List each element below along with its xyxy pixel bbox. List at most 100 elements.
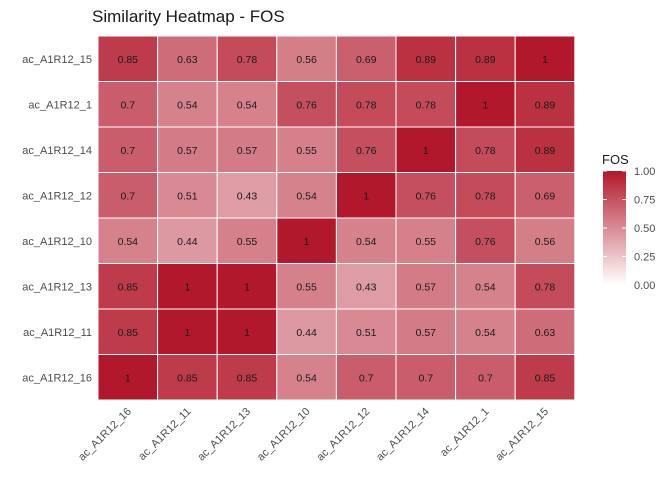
- y-tick-label: ac_A1R12_1: [28, 99, 92, 111]
- heatmap-cell: [514, 308, 576, 355]
- heatmap-cell: [97, 308, 159, 355]
- heatmap-cell: [97, 126, 159, 173]
- cell-value-label: 0.54: [177, 99, 198, 111]
- legend-tick-label: 0.75: [634, 195, 655, 207]
- cell-value-label: 0.85: [237, 372, 258, 384]
- cell-value-label: 0.89: [535, 145, 556, 157]
- heatmap-cell: [455, 308, 516, 355]
- legend-tick-label: 0.50: [634, 223, 655, 235]
- heatmap-cell: [395, 308, 457, 355]
- heatmap-cell: [455, 172, 516, 219]
- cell-value-label: 1: [184, 281, 190, 293]
- cell-value-label: 0.89: [416, 54, 437, 66]
- cell-value-label: 0.63: [535, 327, 556, 339]
- heatmap-cell: [514, 217, 576, 264]
- heatmap-cell: [157, 81, 218, 128]
- y-tick-label: ac_A1R12_14: [22, 145, 92, 157]
- cell-value-label: 0.85: [118, 54, 139, 66]
- cell-value-label: 1: [244, 327, 250, 339]
- heatmap-cell: [395, 81, 457, 128]
- cell-value-label: 0.7: [418, 372, 433, 384]
- cell-value-label: 0.56: [296, 54, 317, 66]
- cell-value-label: 0.55: [296, 145, 317, 157]
- cell-value-label: 0.69: [535, 190, 556, 202]
- cell-value-label: 0.78: [356, 99, 377, 111]
- cell-value-label: 0.54: [356, 236, 377, 248]
- heatmap-cell: [157, 263, 218, 310]
- cell-value-label: 0.54: [475, 327, 496, 339]
- x-tick-label: ac_A1R12_1: [438, 406, 491, 459]
- cell-value-label: 0.7: [120, 190, 135, 202]
- cell-value-label: 0.54: [118, 236, 139, 248]
- cell-value-label: 0.78: [237, 54, 258, 66]
- chart-title: Similarity Heatmap - FOS: [92, 7, 285, 26]
- cell-value-label: 0.57: [177, 145, 198, 157]
- heatmap-cell: [276, 81, 337, 128]
- cell-value-label: 0.76: [416, 190, 437, 202]
- cell-value-label: 0.54: [296, 190, 317, 202]
- heatmap-cell: [335, 126, 397, 173]
- x-tick-label: ac_A1R12_12: [315, 406, 373, 464]
- cell-value-label: 0.69: [356, 54, 377, 66]
- x-tick-label: ac_A1R12_15: [493, 406, 551, 464]
- heatmap-cell: [395, 263, 457, 310]
- heatmap-cell: [514, 81, 576, 128]
- x-tick-label: ac_A1R12_14: [374, 406, 432, 464]
- heatmap-cell: [216, 35, 278, 82]
- cell-value-label: 0.7: [120, 145, 135, 157]
- cell-value-label: 0.51: [356, 327, 377, 339]
- cell-value-label: 0.7: [120, 99, 135, 111]
- heatmap-cell: [335, 172, 397, 219]
- heatmap-cell: [335, 217, 397, 264]
- cell-value-label: 0.44: [296, 327, 317, 339]
- heatmap-cells: 0.85 0.63 0.78 0.56 0.69 0.89 0.89 1 0.7 0.54 0.54…: [97, 35, 576, 401]
- y-axis-labels: ac_A1R12_15 ac_A1R12_1 ac_A1R12_14 ac_A1R12…: [22, 54, 92, 385]
- x-tick-label: ac_A1R12_13: [195, 406, 253, 464]
- cell-value-label: 0.85: [118, 327, 139, 339]
- heatmap-cell: [216, 263, 278, 310]
- heatmap-cell: [157, 308, 218, 355]
- heatmap-cell: [157, 126, 218, 173]
- y-tick-label: ac_A1R12_11: [23, 327, 92, 339]
- heatmap-cell: [514, 126, 576, 173]
- cell-value-label: 0.55: [296, 281, 317, 293]
- heatmap-cell: [514, 263, 576, 310]
- cell-value-label: 1: [184, 327, 190, 339]
- heatmap-cell: [514, 354, 576, 401]
- y-tick-label: ac_A1R12_15: [22, 54, 92, 66]
- heatmap-cell: [514, 35, 576, 82]
- cell-value-label: 0.57: [416, 327, 437, 339]
- heatmap-cell: [97, 35, 159, 82]
- heatmap-cell: [216, 172, 278, 219]
- cell-value-label: 1: [423, 145, 429, 157]
- cell-value-label: 0.78: [535, 281, 556, 293]
- heatmap-cell: [395, 126, 457, 173]
- heatmap-cell: [455, 126, 516, 173]
- y-tick-label: ac_A1R12_10: [22, 236, 92, 248]
- heatmap-cell: [97, 172, 159, 219]
- cell-value-label: 0.76: [356, 145, 377, 157]
- cell-value-label: 0.44: [177, 236, 198, 248]
- legend-colorbar: [603, 171, 626, 285]
- heatmap-cell: [335, 308, 397, 355]
- y-tick-label: ac_A1R12_13: [22, 281, 92, 293]
- cell-value-label: 0.78: [416, 99, 437, 111]
- heatmap-cell: [276, 172, 337, 219]
- legend: FOS 1.00 0.75 0.50 0.25 0.00: [602, 152, 655, 292]
- cell-value-label: 0.51: [177, 190, 198, 202]
- x-axis-labels: ac_A1R12_16 ac_A1R12_11 ac_A1R12_13 ac_A1R1…: [76, 406, 551, 464]
- heatmap-cell: [335, 263, 397, 310]
- legend-tick-label: 0.00: [634, 280, 655, 292]
- cell-value-label: 0.7: [478, 372, 493, 384]
- cell-value-label: 1: [125, 372, 131, 384]
- heatmap-cell: [276, 354, 337, 401]
- cell-value-label: 0.76: [475, 236, 496, 248]
- cell-value-label: 1: [482, 99, 488, 111]
- heatmap-cell: [455, 263, 516, 310]
- cell-value-label: 0.43: [356, 281, 377, 293]
- cell-value-label: 0.89: [535, 99, 556, 111]
- cell-value-label: 0.54: [475, 281, 496, 293]
- cell-value-label: 0.78: [475, 190, 496, 202]
- heatmap-cell: [216, 126, 278, 173]
